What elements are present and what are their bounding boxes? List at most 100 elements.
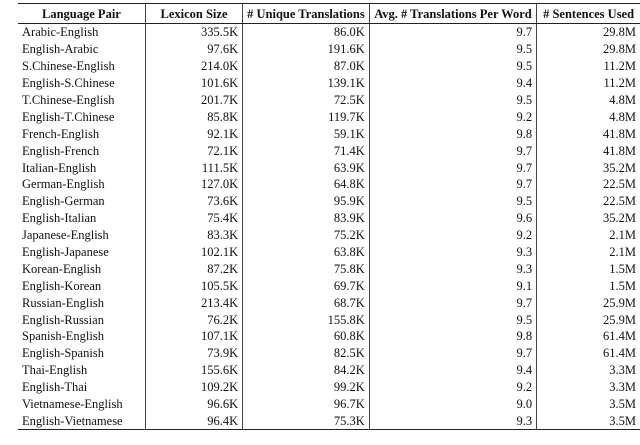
stat-cell: 109.2K — [144, 378, 243, 396]
stat-cell: 75.4K — [144, 209, 243, 227]
stat-cell: 139.1K — [242, 74, 370, 92]
stat-cell: 29.8M — [536, 23, 640, 41]
language-pair-cell: English-Russian — [22, 312, 104, 327]
stat-cell: 96.7K — [242, 395, 370, 413]
stat-cell: 73.6K — [144, 192, 243, 210]
table-row: German-English 127.0K 64.8K 9.7 22.5M — [18, 176, 640, 193]
stat-cell: 83.3K — [144, 226, 243, 244]
language-pair-cell: English-S.Chinese — [22, 76, 115, 91]
stat-cell: 9.1 — [368, 277, 537, 295]
language-pair-cell: French-English — [22, 126, 100, 141]
stat-cell: 9.5 — [368, 91, 537, 109]
table-row: Korean-English 87.2K 75.8K 9.3 1.5M — [18, 260, 640, 278]
table-row: English-Korean 105.5K 69.7K 9.1 1.5M — [18, 277, 640, 295]
language-pair-cell: English-Spanish — [22, 346, 104, 361]
stat-cell: 22.5M — [536, 192, 640, 210]
table-row: English-German 73.6K 95.9K 9.5 22.5M — [18, 192, 640, 210]
stat-cell: 96.4K — [144, 412, 243, 430]
stat-cell: 41.8M — [536, 142, 640, 160]
stat-cell: 35.2M — [536, 159, 640, 177]
stat-cell: 86.0K — [242, 23, 370, 41]
stat-cell: 61.4M — [536, 344, 640, 362]
stat-cell: 9.7 — [368, 159, 537, 177]
table-row: Vietnamese-English 96.6K 96.7K 9.0 3.5M — [18, 395, 640, 413]
stat-cell: 2.1M — [536, 226, 640, 244]
stat-cell: 29.8M — [536, 40, 640, 58]
stat-cell: 3.3M — [536, 378, 640, 396]
language-pair-cell: English-French — [22, 143, 100, 158]
table-header: Language Pair Lexicon Size # Unique Transl… — [18, 3, 640, 24]
stat-cell: 9.5 — [368, 57, 537, 75]
stat-cell: 64.8K — [242, 176, 370, 193]
header-cell: Lexicon Size — [144, 3, 243, 24]
language-pair-cell: English-Italian — [22, 211, 97, 226]
table-row: English-T.Chinese 85.8K 119.7K 9.2 4.8M — [18, 108, 640, 126]
stat-cell: 1.5M — [536, 277, 640, 295]
stat-cell: 25.9M — [536, 294, 640, 312]
header-cell: Language Pair — [18, 3, 146, 24]
stat-cell: 11.2M — [536, 74, 640, 92]
stat-cell: 72.5K — [242, 91, 370, 109]
header-cell: # Sentences Used — [536, 3, 640, 24]
language-pair-cell: Russian-English — [22, 295, 104, 310]
stat-cell: 9.6 — [368, 209, 537, 227]
table-row: S.Chinese-English 214.0K 87.0K 9.5 11.2M — [18, 57, 640, 75]
stat-cell: 155.6K — [144, 361, 243, 379]
table-row: Japanese-English 83.3K 75.2K 9.2 2.1M — [18, 226, 640, 244]
stat-cell: 191.6K — [242, 40, 370, 58]
stat-cell: 213.4K — [144, 294, 243, 312]
header-row: Language Pair Lexicon Size # Unique Transl… — [18, 3, 640, 24]
stat-cell: 107.1K — [144, 328, 243, 345]
stat-cell: 25.9M — [536, 311, 640, 329]
stat-cell: 9.7 — [368, 294, 537, 312]
stat-cell: 63.8K — [242, 243, 370, 261]
stat-cell: 201.7K — [144, 91, 243, 109]
stat-cell: 84.2K — [242, 361, 370, 379]
stat-cell: 75.3K — [242, 412, 370, 430]
stat-cell: 111.5K — [144, 159, 243, 177]
table-body: Arabic-English 335.5K 86.0K 9.7 29.8M English… — [18, 23, 640, 430]
stat-cell: 71.4K — [242, 142, 370, 160]
language-pair-cell: S.Chinese-English — [22, 59, 115, 74]
language-pair-cell: English-Thai — [22, 380, 88, 395]
stat-cell: 22.5M — [536, 176, 640, 193]
language-pair-cell: Spanish-English — [22, 329, 104, 344]
stat-cell: 105.5K — [144, 277, 243, 295]
stat-cell: 83.9K — [242, 209, 370, 227]
language-pair-cell: English-T.Chinese — [22, 109, 115, 124]
table-row: English-S.Chinese 101.6K 139.1K 9.4 11.2M — [18, 74, 640, 92]
stat-cell: 9.5 — [368, 311, 537, 329]
language-pair-cell: English-Arabic — [22, 42, 99, 57]
stat-cell: 127.0K — [144, 176, 243, 193]
statistics-table: Language Pair Lexicon Size # Unique Transl… — [18, 3, 640, 430]
stat-cell: 101.6K — [144, 74, 243, 92]
language-pair-cell: English-Japanese — [22, 245, 109, 260]
stat-cell: 9.3 — [368, 243, 537, 261]
stat-cell: 9.2 — [368, 226, 537, 244]
stat-cell: 97.6K — [144, 40, 243, 58]
table-row: French-English 92.1K 59.1K 9.8 41.8M — [18, 125, 640, 143]
stat-cell: 9.2 — [368, 378, 537, 396]
stat-cell: 75.2K — [242, 226, 370, 244]
stat-cell: 63.9K — [242, 159, 370, 177]
table-row: English-Vietnamese 96.4K 75.3K 9.3 3.5M — [18, 412, 640, 430]
table-row: English-Thai 109.2K 99.2K 9.2 3.3M — [18, 378, 640, 396]
stat-cell: 76.2K — [144, 311, 243, 329]
stat-cell: 68.7K — [242, 294, 370, 312]
language-pair-cell: German-English — [22, 177, 105, 192]
stat-cell: 3.5M — [536, 395, 640, 413]
table-row: Thai-English 155.6K 84.2K 9.4 3.3M — [18, 361, 640, 379]
language-pair-cell: Japanese-English — [22, 228, 109, 243]
language-pair-cell: English-German — [22, 194, 105, 209]
stat-cell: 60.8K — [242, 328, 370, 345]
stat-cell: 9.4 — [368, 74, 537, 92]
language-pair-cell: Korean-English — [22, 261, 102, 276]
stat-cell: 102.1K — [144, 243, 243, 261]
stat-cell: 69.7K — [242, 277, 370, 295]
language-pair-cell: Italian-English — [22, 160, 97, 175]
language-pair-cell: English-Vietnamese — [22, 413, 123, 428]
stat-cell: 335.5K — [144, 23, 243, 41]
stat-cell: 9.8 — [368, 328, 537, 345]
stat-cell: 2.1M — [536, 243, 640, 261]
